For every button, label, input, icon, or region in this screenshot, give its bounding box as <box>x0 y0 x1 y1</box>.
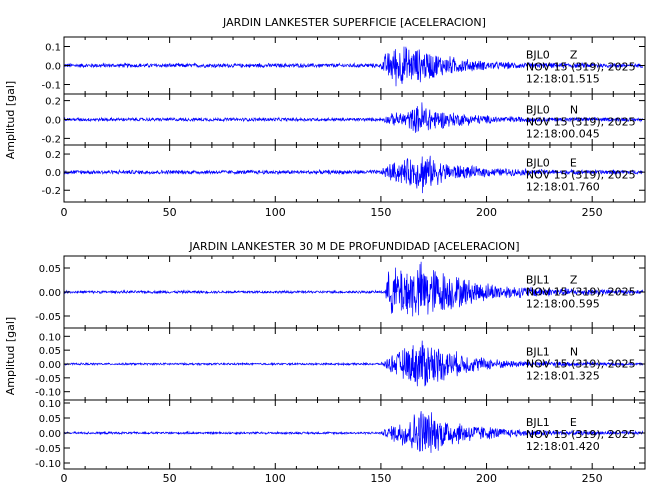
x-tick-label: 200 <box>476 206 497 219</box>
waveform-trace <box>63 46 643 87</box>
record-date: NOV 15 (319), 2025 <box>526 428 636 441</box>
y-tick-label: 0.05 <box>39 346 61 357</box>
y-tick-label: 0.00 <box>39 288 61 299</box>
y-tick-label: 0.05 <box>39 264 61 275</box>
component-code: E <box>570 157 577 170</box>
record-time: 12:18:01.420 <box>526 440 600 453</box>
waveform-trace <box>63 411 644 453</box>
y-tick-label: 0.0 <box>45 62 61 73</box>
panel-frame <box>63 144 646 203</box>
station-code: BJL0 <box>526 157 550 170</box>
y-tick-label: 0.10 <box>39 399 61 410</box>
chart-2: JARDIN LANKESTER 30 M DE PROFUNDIDAD [AC… <box>4 240 646 485</box>
y-tick-label: -0.1 <box>41 81 61 92</box>
y-tick-label: -0.05 <box>35 444 61 455</box>
y-tick-label: 0.0 <box>45 168 61 179</box>
y-tick-label: 0.10 <box>39 332 61 343</box>
record-time: 12:18:00.595 <box>526 297 600 310</box>
y-tick-label: 0.05 <box>39 414 61 425</box>
y-tick-label: -0.10 <box>35 388 61 399</box>
y-tick-label: 0.00 <box>39 360 61 371</box>
y-tick-label: -0.05 <box>35 374 61 385</box>
x-tick-label: 50 <box>163 472 177 485</box>
x-tick-label: 0 <box>61 206 68 219</box>
y-tick-label: 0.2 <box>45 150 61 161</box>
waveform-trace <box>63 102 644 133</box>
chart-title: JARDIN LANKESTER SUPERFICIE [ACELERACION… <box>222 16 486 29</box>
chart-title: JARDIN LANKESTER 30 M DE PROFUNDIDAD [AC… <box>188 240 519 253</box>
x-tick-label: 250 <box>582 472 603 485</box>
y-tick-label: 0.00 <box>39 429 61 440</box>
station-code: BJL1 <box>526 273 550 286</box>
y-tick-label: 0.0 <box>45 116 61 127</box>
component-code: Z <box>570 49 578 62</box>
record-date: NOV 15 (319), 2025 <box>526 357 636 370</box>
component-code: Z <box>570 273 578 286</box>
y-tick-label: -0.05 <box>35 312 61 323</box>
station-code: BJL0 <box>526 49 550 62</box>
record-time: 12:18:01.760 <box>526 181 600 194</box>
x-tick-label: 100 <box>265 472 286 485</box>
x-tick-label: 100 <box>265 206 286 219</box>
station-code: BJL1 <box>526 345 550 358</box>
y-tick-label: -0.2 <box>41 186 61 197</box>
x-tick-label: 250 <box>582 206 603 219</box>
station-code: BJL0 <box>526 103 550 116</box>
component-code: N <box>570 103 578 116</box>
record-date: NOV 15 (319), 2025 <box>526 169 636 182</box>
record-date: NOV 15 (319), 2025 <box>526 115 636 128</box>
record-time: 12:18:00.045 <box>526 127 600 140</box>
y-axis-label: Amplitud [gal] <box>4 317 17 395</box>
component-code: E <box>570 416 577 429</box>
y-tick-label: -0.10 <box>35 459 61 470</box>
x-tick-label: 150 <box>370 206 391 219</box>
record-date: NOV 15 (319), 2025 <box>526 61 636 74</box>
component-code: N <box>570 345 578 358</box>
x-tick-label: 150 <box>370 472 391 485</box>
x-tick-label: 0 <box>61 472 68 485</box>
x-tick-label: 50 <box>163 206 177 219</box>
waveform-trace <box>63 155 644 194</box>
record-time: 12:18:01.325 <box>526 369 600 382</box>
waveform-trace <box>63 261 644 317</box>
station-code: BJL1 <box>526 416 550 429</box>
y-axis-label: Amplitud [gal] <box>4 81 17 159</box>
chart-1: JARDIN LANKESTER SUPERFICIE [ACELERACION… <box>4 16 646 219</box>
record-time: 12:18:01.515 <box>526 73 600 86</box>
waveform-trace <box>63 340 643 387</box>
y-tick-label: 0.1 <box>45 43 61 54</box>
y-tick-label: -0.2 <box>41 134 61 145</box>
x-tick-label: 200 <box>476 472 497 485</box>
y-tick-label: 0.2 <box>45 97 61 108</box>
panel-frame <box>63 399 646 470</box>
record-date: NOV 15 (319), 2025 <box>526 285 636 298</box>
